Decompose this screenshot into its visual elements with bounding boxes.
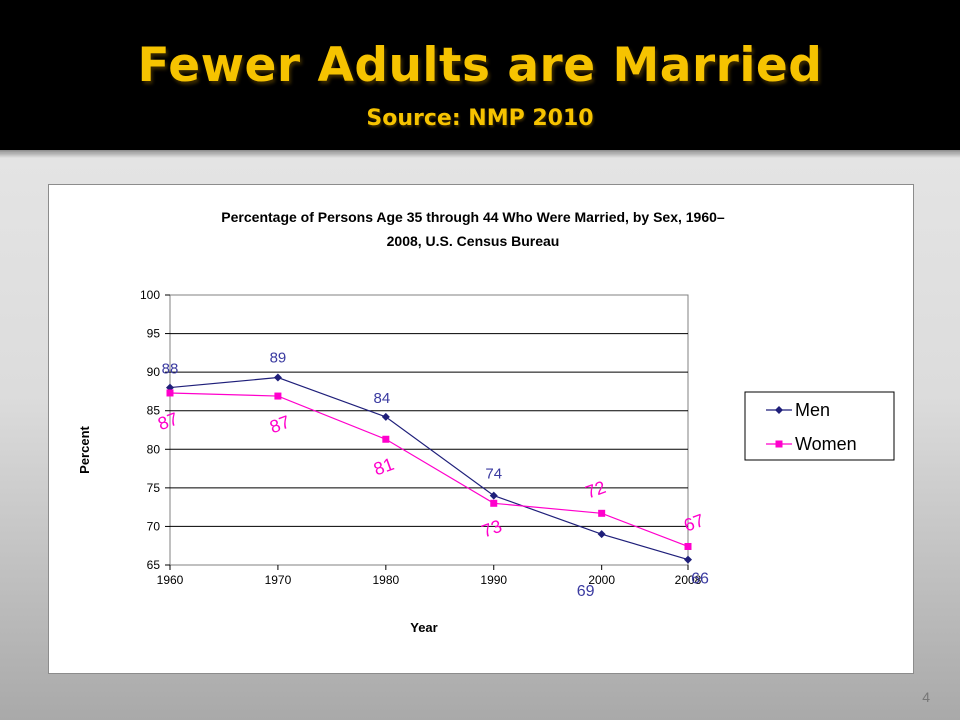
x-axis-label: Year: [410, 620, 437, 635]
data-label-men: 74: [485, 466, 502, 483]
data-point-women: [382, 435, 390, 443]
data-label-men: 89: [270, 350, 287, 367]
y-tick-label: 75: [147, 481, 161, 495]
data-label-men: 66: [691, 571, 709, 588]
slide-title: Fewer Adults are Married: [137, 38, 823, 93]
x-tick-label: 1970: [265, 573, 292, 587]
y-axis-label: Percent: [77, 425, 92, 473]
data-point-women: [684, 542, 692, 550]
y-tick-label: 85: [147, 404, 161, 418]
line-chart: Percentage of Persons Age 35 through 44 …: [77, 209, 895, 635]
y-tick-label: 100: [140, 288, 160, 302]
page-number: 4: [922, 689, 930, 705]
data-point-women: [490, 499, 498, 507]
data-label-men: 69: [577, 583, 595, 600]
x-tick-label: 2008: [675, 573, 702, 587]
data-point-men: [684, 555, 692, 564]
legend-box: [744, 391, 895, 461]
x-tick-label: 1960: [157, 573, 184, 587]
legend: Men Women: [744, 391, 895, 461]
data-label-men: 88: [162, 361, 179, 378]
chart-title-line-1: Percentage of Persons Age 35 through 44 …: [221, 209, 725, 225]
data-label-men: 84: [373, 390, 390, 407]
data-point-men: [489, 491, 498, 500]
title-shadow: [0, 150, 960, 158]
y-tick-label: 65: [147, 558, 161, 572]
plot-area: [169, 294, 689, 566]
data-point-men: [381, 412, 390, 421]
data-point-women: [166, 389, 174, 397]
y-tick-label: 95: [147, 327, 161, 341]
series-line-women: [169, 392, 689, 548]
y-tick-label: 90: [147, 365, 161, 379]
y-tick-label: 70: [147, 519, 161, 533]
data-point-women: [274, 392, 282, 400]
chart-frame: Percentage of Persons Age 35 through 44 …: [48, 184, 914, 674]
title-bar: [0, 0, 960, 150]
x-tick-label: 1990: [480, 573, 507, 587]
slide-subtitle: Source: NMP 2010: [366, 106, 594, 131]
y-tick-label: 80: [147, 442, 161, 456]
data-point-men: [273, 373, 282, 382]
series-line-men: [169, 376, 689, 561]
legend-women-marker: [775, 440, 783, 448]
chart-title-line-2: 2008, U.S. Census Bureau: [387, 233, 560, 249]
data-point-men: [597, 530, 606, 539]
data-point-women: [598, 509, 606, 517]
legend-men-label: Men: [795, 400, 830, 420]
legend-women-label: Women: [795, 434, 857, 454]
x-tick-label: 2000: [588, 573, 615, 587]
legend-men-marker: [775, 406, 783, 414]
x-tick-label: 1980: [372, 573, 399, 587]
